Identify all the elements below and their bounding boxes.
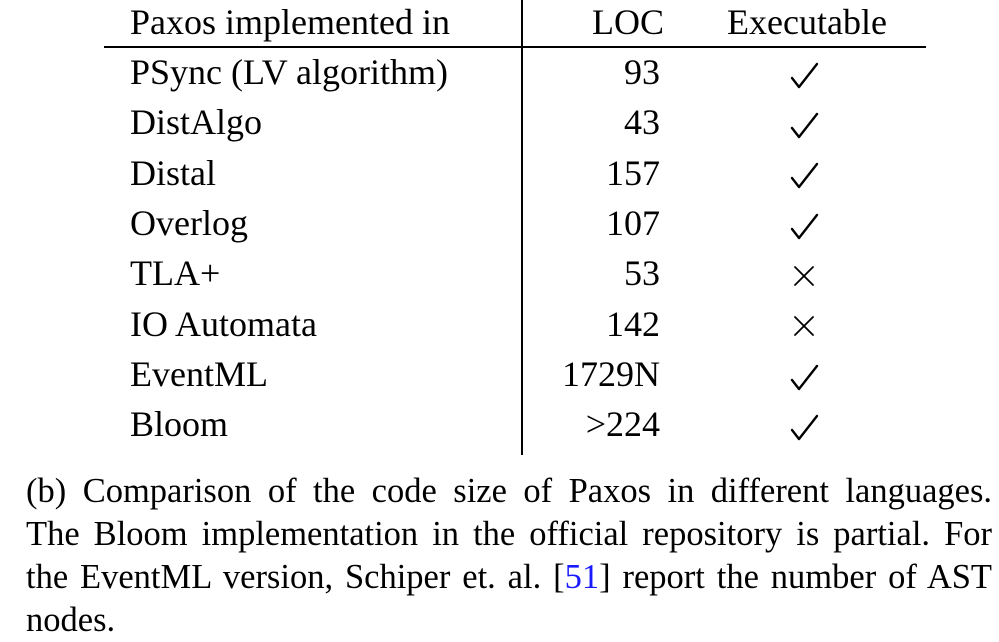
check-mark-icon: [784, 108, 824, 144]
loc-cell: 157: [606, 152, 660, 193]
executable-cell: [714, 402, 894, 446]
check-mark-icon: [784, 360, 824, 396]
check-mark-icon: [784, 158, 824, 194]
column-divider: [521, 0, 523, 455]
table-caption: (b) Comparison of the code size of Paxos…: [26, 470, 992, 642]
cross-mark-icon: [784, 309, 824, 345]
executable-cell: [714, 251, 894, 295]
table-header-row: Paxos implemented in LOC Executable: [104, 0, 926, 50]
language-cell: PSync (LV algorithm): [130, 52, 449, 92]
executable-cell: [714, 50, 894, 94]
loc-cell: 53: [624, 253, 660, 294]
caption-line-4: nodes.: [26, 601, 116, 639]
language-cell: EventML: [130, 353, 268, 394]
language-cell: Distal: [130, 152, 216, 193]
executable-cell: [714, 100, 894, 144]
table-row: Bloom >224: [104, 402, 926, 452]
language-cell: IO Automata: [130, 303, 317, 344]
cross-mark-icon: [784, 259, 824, 295]
table-row: IO Automata 142: [104, 302, 926, 352]
caption-line-3-end: ] report the number of AST: [599, 558, 992, 596]
loc-cell: 43: [624, 102, 660, 143]
comparison-table: Paxos implemented in LOC Executable PSyn…: [104, 0, 926, 455]
table-row: Distal 157: [104, 151, 926, 201]
check-mark-icon: [784, 209, 824, 245]
caption-line-3: the EventML version, Schiper et. al. [51…: [26, 556, 992, 599]
loc-cell: 1729N: [562, 353, 660, 394]
language-cell: Overlog: [130, 202, 248, 243]
header-language: Paxos implemented in: [130, 2, 450, 42]
check-mark-icon: [784, 410, 824, 446]
caption-line-1: (b) Comparison of the code size of Paxos…: [26, 472, 992, 510]
header-executable: Executable: [727, 2, 887, 42]
caption-line-2: The Bloom implementation in the official…: [26, 515, 992, 553]
header-rule: [104, 46, 926, 48]
table-row: Overlog 107: [104, 201, 926, 251]
executable-cell: [714, 201, 894, 245]
caption-line-3-start: the EventML version, Schiper et. al. [: [26, 558, 565, 596]
loc-cell: >224: [585, 404, 660, 445]
table-row: DistAlgo 43: [104, 100, 926, 150]
executable-cell: [714, 151, 894, 195]
table-row: TLA+ 53: [104, 251, 926, 301]
loc-cell: 93: [624, 52, 660, 92]
executable-cell: [714, 352, 894, 396]
executable-cell: [714, 302, 894, 346]
check-mark-icon: [784, 58, 824, 94]
citation-link[interactable]: 51: [564, 558, 600, 596]
table-row: EventML 1729N: [104, 352, 926, 402]
language-cell: DistAlgo: [130, 102, 263, 143]
loc-cell: 107: [606, 202, 660, 243]
loc-cell: 142: [606, 303, 660, 344]
table-row: PSync (LV algorithm) 93: [104, 50, 926, 100]
header-loc: LOC: [592, 2, 664, 42]
language-cell: TLA+: [130, 253, 221, 294]
language-cell: Bloom: [130, 404, 229, 445]
